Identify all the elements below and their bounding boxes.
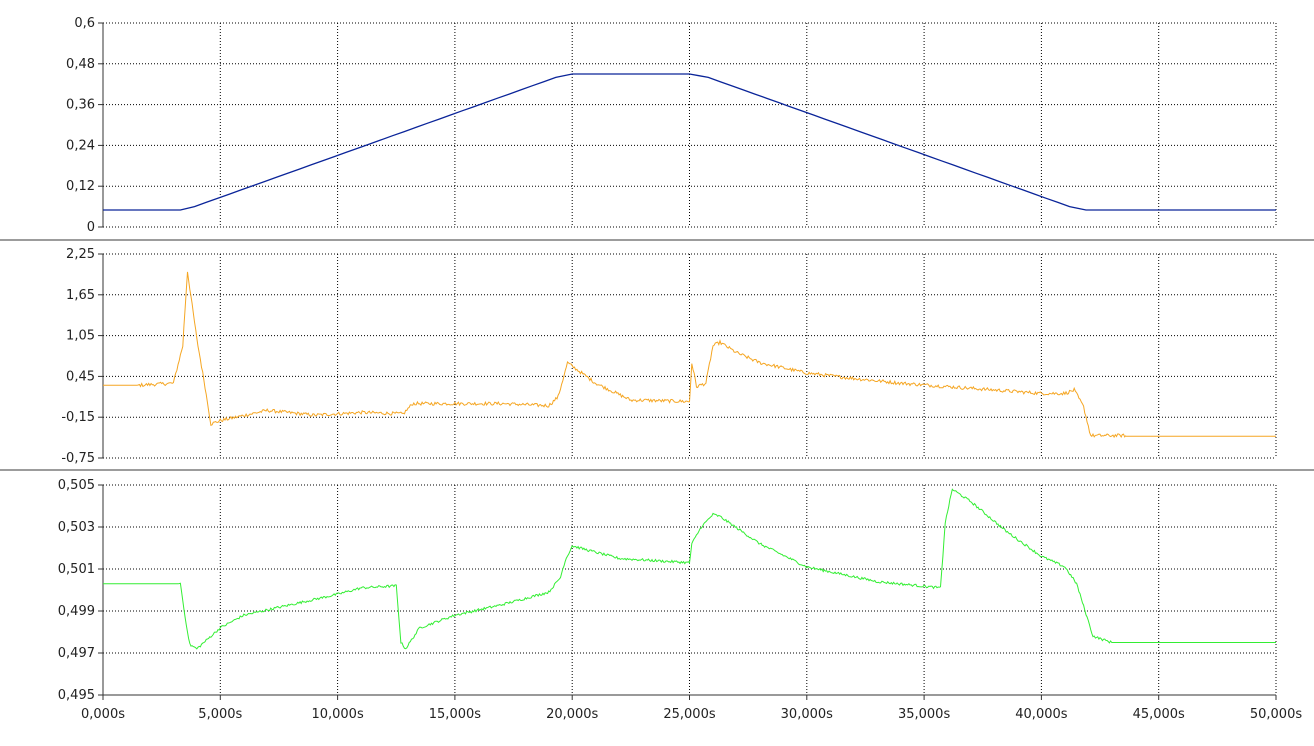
y-tick-label: 0,24	[66, 138, 95, 153]
series-line	[103, 488, 1276, 650]
y-tick-label: 0,12	[66, 179, 95, 194]
y-tick-label: -0,15	[61, 410, 95, 425]
x-axis: 0,000s 5,000s 10,000s 15,000s 20,000s 25,000s…	[81, 694, 1302, 722]
y-tick-label: 2,25	[66, 247, 95, 262]
x-tick-label: 5,000s	[198, 707, 242, 722]
x-tick-label: 10,000s	[311, 707, 363, 722]
y-tick-label: 0,48	[66, 57, 95, 72]
y-tick-label: 0,45	[66, 369, 95, 384]
chart-panel-3: 0,495 0,497 0,499 0,501 0,503 0,505	[58, 478, 1277, 703]
y-tick-label: 0,501	[58, 562, 95, 577]
x-tick-label: 40,000s	[1015, 707, 1067, 722]
series-line	[103, 73, 1276, 211]
y-tick-label: 0,495	[58, 688, 95, 703]
y-tick-label: 0,499	[58, 604, 95, 619]
x-tick-label: 30,000s	[781, 707, 833, 722]
y-tick-label: 0,497	[58, 646, 95, 661]
y-tick-label: 1,05	[66, 329, 95, 344]
y-tick-label: 0	[87, 220, 95, 235]
y-tick-label: 1,65	[66, 288, 95, 303]
x-tick-label: 25,000s	[663, 707, 715, 722]
y-tick-label: 0,36	[66, 98, 95, 113]
y-tick-label: -0,75	[61, 451, 95, 466]
x-tick-label: 20,000s	[546, 707, 598, 722]
y-tick-label: 0,503	[58, 520, 95, 535]
x-tick-label: 50,000s	[1250, 707, 1302, 722]
x-tick-label: 45,000s	[1133, 707, 1185, 722]
chart-panel-2: -0,75 -0,15 0,45 1,05 1,65 2,25	[61, 247, 1277, 466]
chart-panel-1: 0 0,12 0,24 0,36 0,48 0,6	[66, 16, 1277, 235]
y-tick-label: 0,6	[74, 16, 95, 31]
series-line	[103, 271, 1127, 439]
x-tick-label: 35,000s	[898, 707, 950, 722]
y-tick-label: 0,505	[58, 478, 95, 493]
x-tick-label: 0,000s	[81, 707, 125, 722]
x-tick-label: 15,000s	[429, 707, 481, 722]
